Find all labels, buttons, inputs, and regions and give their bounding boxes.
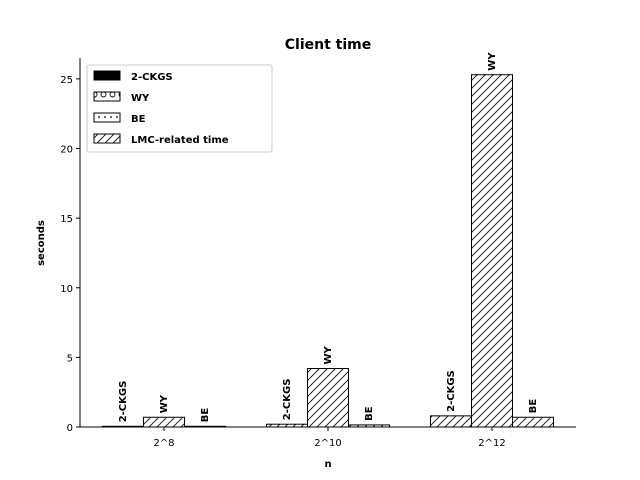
y-tick-label: 0 [67,423,73,434]
bar-2-ckgs-2 [430,415,472,428]
x-ticks: 2^8 2^10 2^12 [153,427,506,449]
legend: 2-CKGS WY BE LMC-related time [86,64,273,153]
bar-labels: 2-CKGS 2-CKGS 2-CKGS WY WY WY BE BE BE [118,52,539,423]
bar-label: 2-CKGS [446,370,457,412]
chart-title: Client time [285,37,371,53]
y-tick-label: 15 [60,214,73,225]
bar-be-2 [512,416,554,428]
y-tick-label: 10 [60,284,73,295]
bar-label: 2-CKGS [118,381,129,423]
legend-label: 2-CKGS [131,72,173,83]
bars [102,74,554,428]
legend-swatch [93,70,121,81]
bar-label: BE [364,406,375,421]
legend-swatch [93,91,121,102]
y-ticks: 0 5 10 15 20 25 [60,75,80,434]
legend-label: BE [131,114,146,125]
legend-label: LMC-related time [131,135,229,146]
y-tick-label: 5 [67,353,73,364]
x-tick-label: 2^10 [314,438,341,449]
bar-label: 2-CKGS [282,379,293,421]
legend-swatch [93,112,121,123]
y-tick-label: 25 [60,75,73,86]
legend-swatch [93,133,121,144]
x-tick-label: 2^8 [153,438,174,449]
x-tick-label: 2^12 [478,438,505,449]
bar-label: WY [487,52,498,71]
bar-label: BE [528,399,539,414]
bar-label: WY [159,394,170,413]
legend-label: WY [131,93,150,104]
y-tick-label: 20 [60,145,73,156]
bar-label: WY [323,345,334,364]
bar-wy-1 [307,368,349,428]
bar-wy-2 [471,74,513,428]
bar-label: BE [200,408,211,423]
y-axis-label: seconds [36,220,47,266]
legend-frame [86,64,273,153]
bar-wy-0 [143,416,185,428]
x-axis-label: n [324,459,331,470]
